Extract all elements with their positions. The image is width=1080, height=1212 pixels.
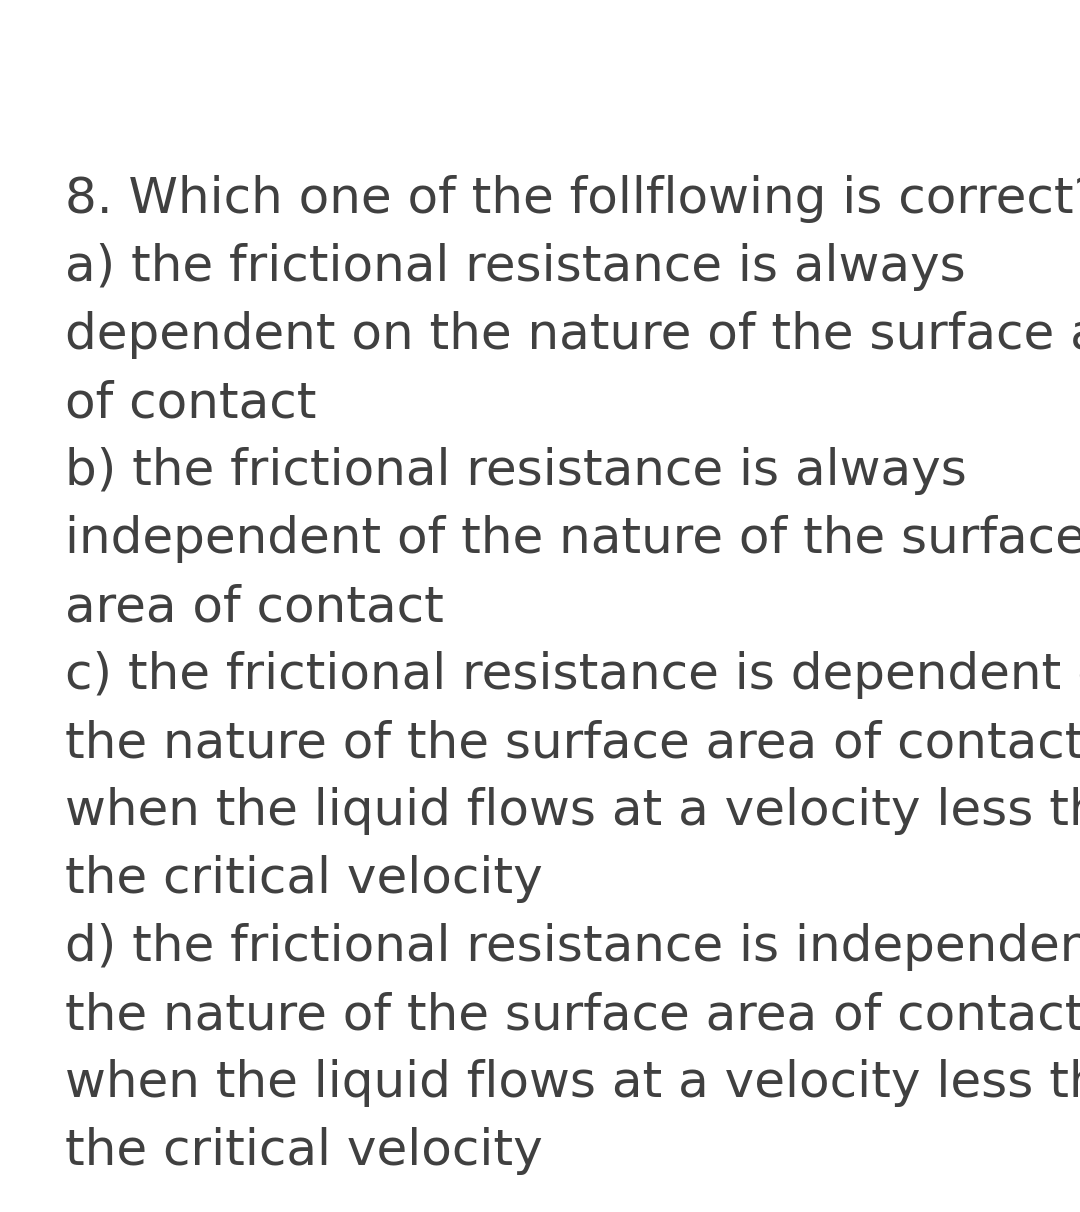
- Text: the nature of the surface area of contact: the nature of the surface area of contac…: [65, 719, 1080, 767]
- Text: 8. Which one of the follflowing is correct?: 8. Which one of the follflowing is corre…: [65, 175, 1080, 223]
- Text: the critical velocity: the critical velocity: [65, 854, 543, 903]
- Text: b) the frictional resistance is always: b) the frictional resistance is always: [65, 447, 967, 494]
- Text: area of contact: area of contact: [65, 583, 444, 631]
- Text: c) the frictional resistance is dependent on: c) the frictional resistance is dependen…: [65, 651, 1080, 699]
- Text: independent of the nature of the surface: independent of the nature of the surface: [65, 515, 1080, 564]
- Text: dependent on the nature of the surface area: dependent on the nature of the surface a…: [65, 311, 1080, 359]
- Text: the nature of the surface area of contact: the nature of the surface area of contac…: [65, 991, 1080, 1039]
- Text: a) the frictional resistance is always: a) the frictional resistance is always: [65, 242, 966, 291]
- Text: when the liquid flows at a velocity less than: when the liquid flows at a velocity less…: [65, 1059, 1080, 1107]
- Text: the critical velocity: the critical velocity: [65, 1127, 543, 1174]
- Text: when the liquid flows at a velocity less than: when the liquid flows at a velocity less…: [65, 787, 1080, 835]
- Text: of contact: of contact: [65, 379, 316, 427]
- Text: d) the frictional resistance is independent of: d) the frictional resistance is independ…: [65, 924, 1080, 971]
